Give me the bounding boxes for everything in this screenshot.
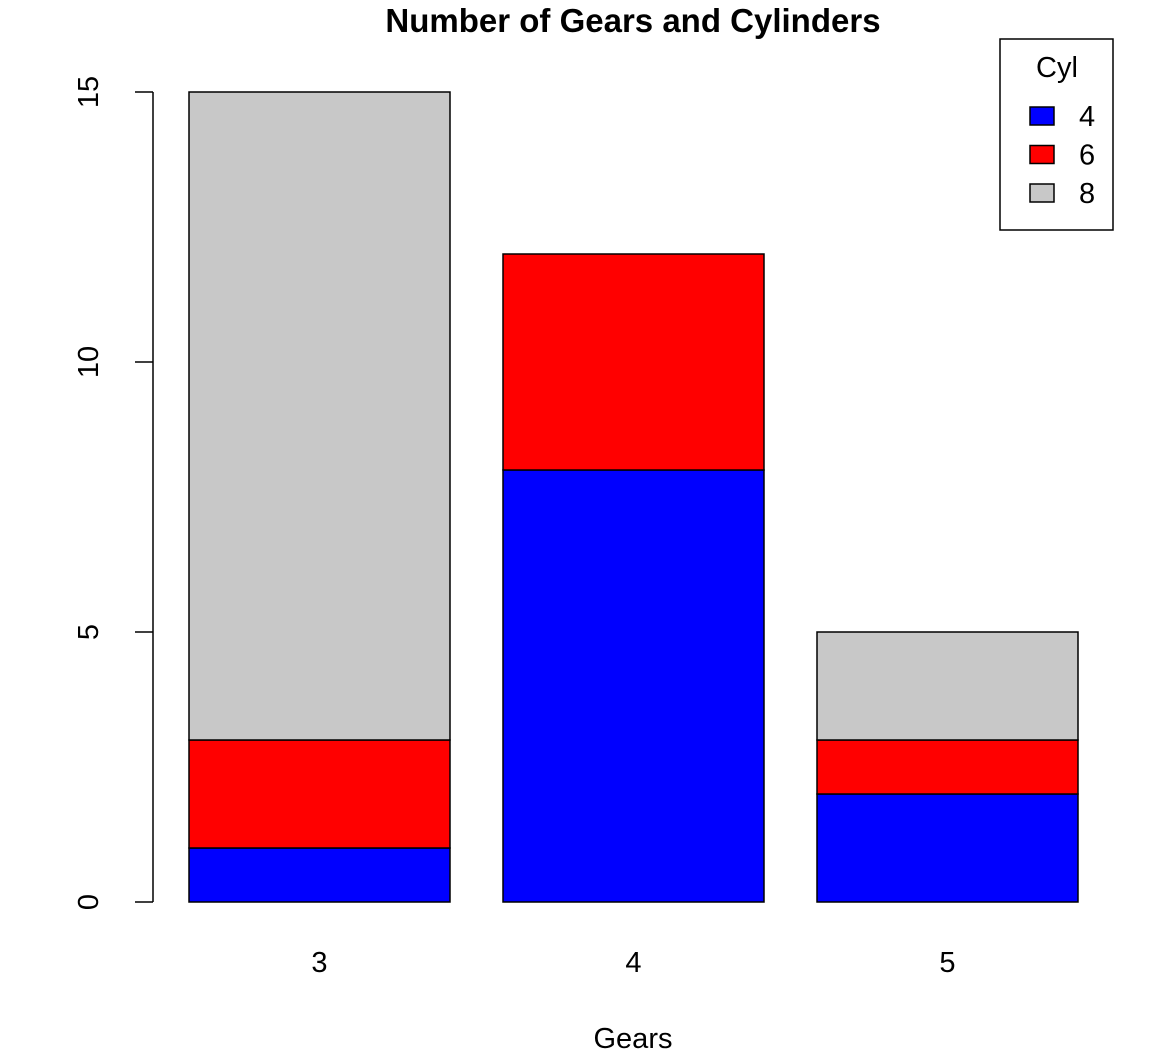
y-tick-label: 10 xyxy=(73,346,105,378)
legend: Cyl 4 6 8 xyxy=(999,38,1114,231)
y-tick-label: 15 xyxy=(73,76,105,108)
x-axis-label: Gears xyxy=(594,1023,673,1055)
x-axis-tick-labels: 3 4 5 xyxy=(311,947,955,979)
x-tick-label: 4 xyxy=(625,947,641,979)
legend-title: Cyl xyxy=(1036,52,1078,84)
legend-swatch xyxy=(1029,183,1055,203)
bar-segment-gear-4-cyl-4 xyxy=(502,469,765,903)
y-axis: 0 5 10 15 xyxy=(73,76,154,910)
legend-label: 8 xyxy=(1079,178,1095,210)
legend-label: 4 xyxy=(1079,101,1095,133)
bar-segment-gear-5-cyl-8 xyxy=(816,631,1079,741)
chart-title: Number of Gears and Cylinders xyxy=(385,2,880,39)
bars xyxy=(188,91,1079,903)
bar-segment-gear-3-cyl-8 xyxy=(188,91,451,741)
legend-swatch xyxy=(1029,144,1055,165)
legend-label: 6 xyxy=(1079,140,1095,172)
legend-box xyxy=(999,38,1114,231)
bar-segment-gear-3-cyl-4 xyxy=(188,847,451,903)
bar-segment-gear-5-cyl-6 xyxy=(816,739,1079,795)
x-tick-label: 3 xyxy=(311,947,327,979)
y-tick-label: 0 xyxy=(73,894,105,910)
bar-segment-gear-4-cyl-6 xyxy=(502,253,765,471)
legend-swatch xyxy=(1029,106,1055,126)
x-tick-label: 5 xyxy=(939,947,955,979)
y-tick-label: 5 xyxy=(73,624,105,640)
legend-items: 4 6 8 xyxy=(1029,101,1095,210)
bar-segment-gear-5-cyl-4 xyxy=(816,793,1079,903)
bar-segment-gear-3-cyl-6 xyxy=(188,739,451,849)
